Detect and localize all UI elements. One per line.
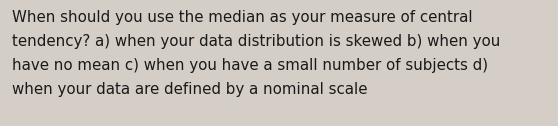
Text: when your data are defined by a nominal scale: when your data are defined by a nominal … (12, 82, 368, 97)
Text: tendency? a) when your data distribution is skewed b) when you: tendency? a) when your data distribution… (12, 34, 501, 49)
Text: have no mean c) when you have a small number of subjects d): have no mean c) when you have a small nu… (12, 58, 488, 73)
Text: When should you use the median as your measure of central: When should you use the median as your m… (12, 10, 473, 25)
